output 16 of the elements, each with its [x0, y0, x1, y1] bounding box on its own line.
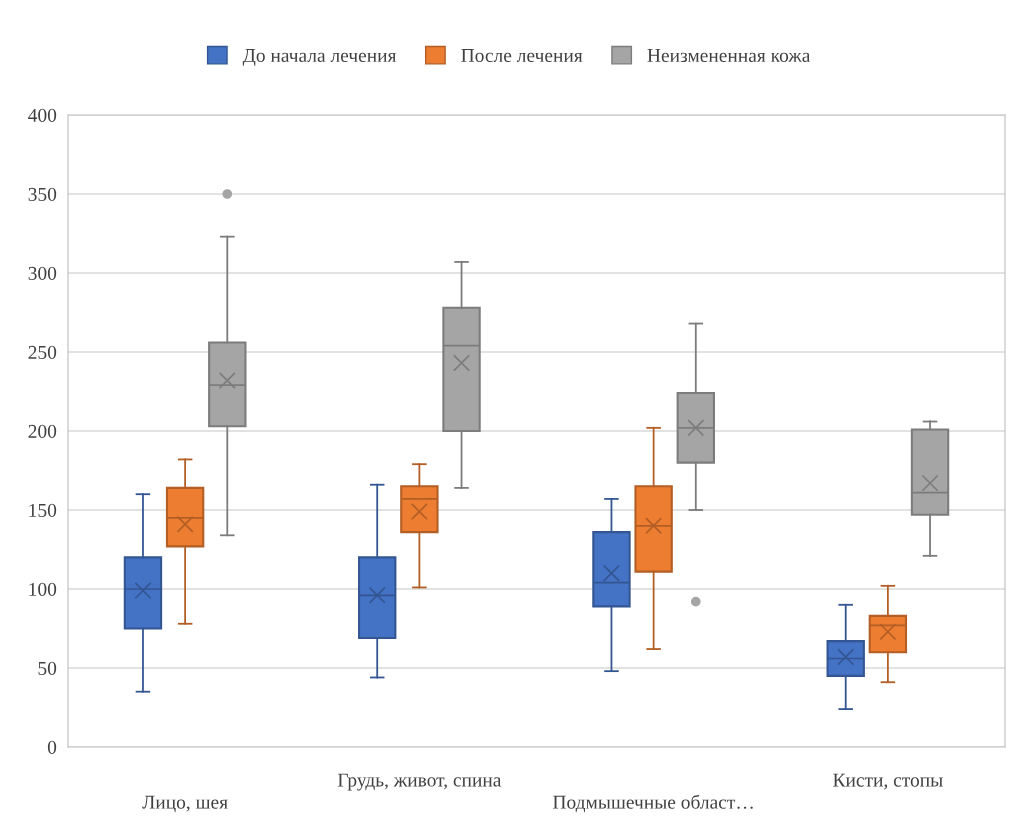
y-tick-label: 50 [38, 661, 57, 675]
x-tick-label: Грудь, живот, спина [337, 773, 502, 791]
y-tick-label: 200 [28, 424, 57, 438]
x-tick-label: Подмышечные област… [553, 794, 753, 813]
legend-label: До начала лечения [242, 49, 397, 66]
legend-label: Неизмененная кожа [647, 49, 811, 62]
legend-label: После лечения [461, 49, 583, 62]
y-tick-label: 350 [28, 187, 57, 201]
y-tick-label: 0 [47, 740, 57, 754]
y-tick-label: 300 [28, 266, 57, 280]
x-tick-label: Кисти, стопы [833, 773, 943, 790]
y-tick-label: 250 [28, 345, 57, 359]
y-tick-label: 150 [29, 503, 57, 517]
y-tick-label: 100 [29, 582, 57, 596]
x-tick-label: Лицо, шея [142, 795, 228, 813]
y-tick-label: 400 [28, 108, 57, 122]
